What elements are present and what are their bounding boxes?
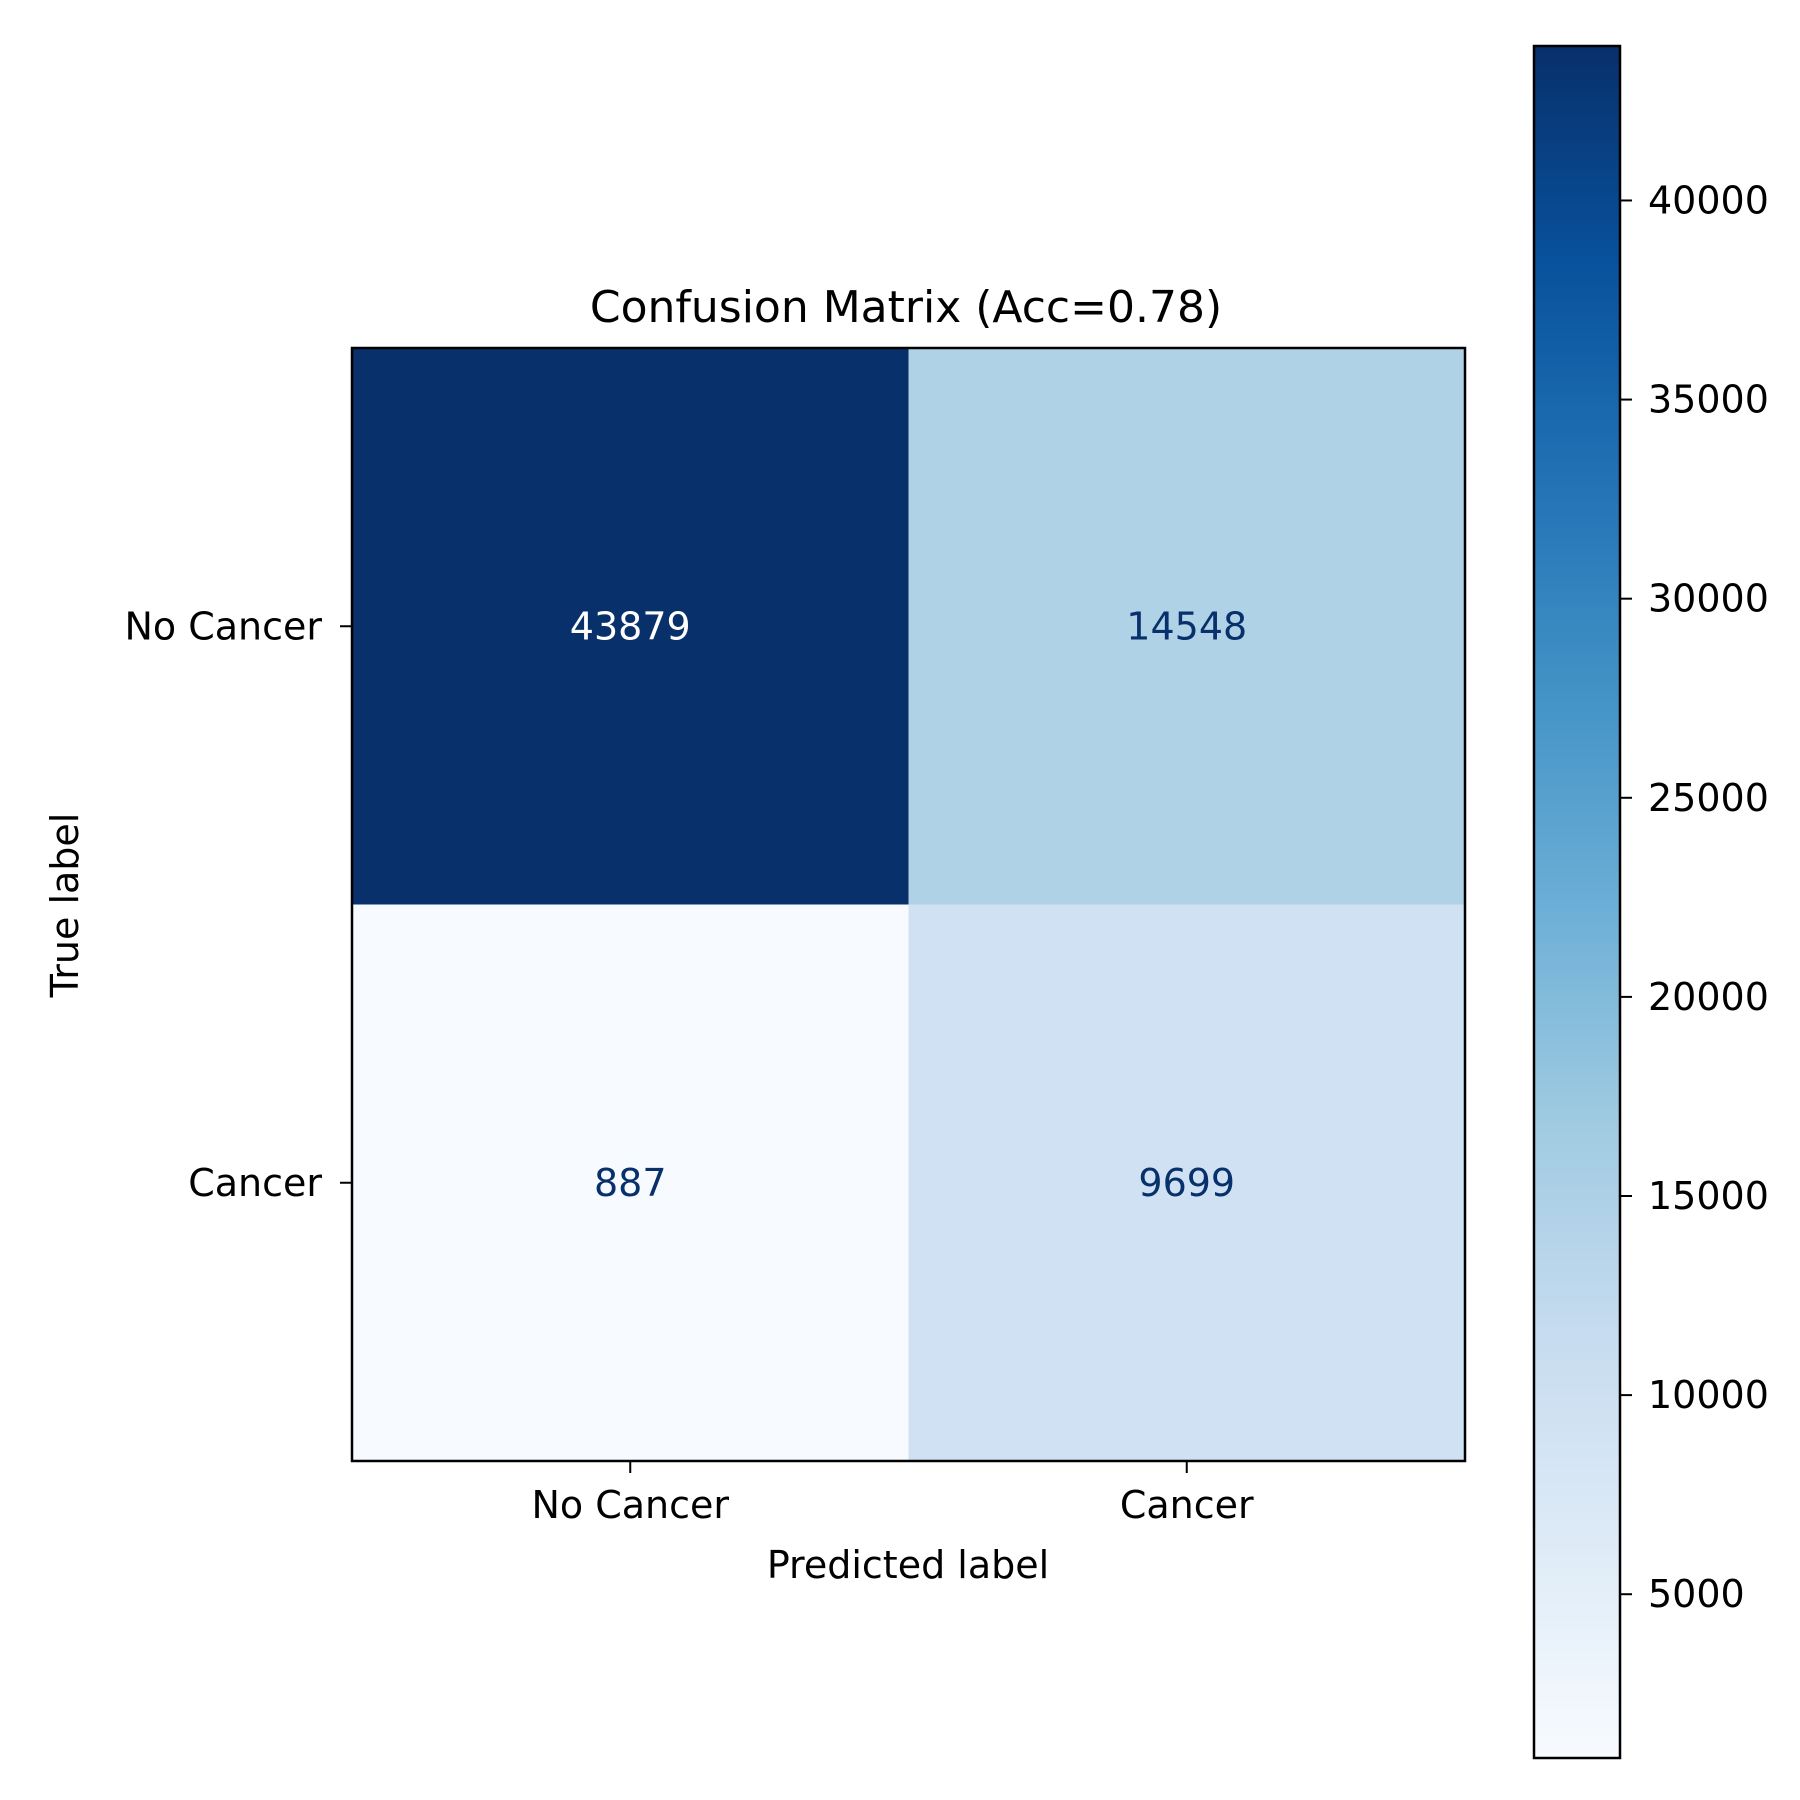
y-tick-label: Cancer [188,1161,322,1205]
colorbar-ticks: 5000 10000 15000 20000 25000 30000 35000 40000 [1620,178,1769,1616]
cell-value-r0-c0: 43879 [570,604,691,648]
matrix-frame [350,346,1467,1463]
colorbar-tick-label: 20000 [1648,975,1769,1019]
matrix-cell-r0-c1 [908,348,1466,905]
matrix-cell-r1-c1 [908,904,1466,1462]
colorbar-tick-label: 10000 [1648,1373,1769,1417]
colorbar [1532,44,1622,1760]
x-axis-ticks: No Cancer Cancer [531,1461,1254,1527]
colorbar-tick-label: 35000 [1648,378,1769,422]
matrix-cells [352,348,1466,1462]
colorbar-tick-label: 25000 [1648,776,1769,820]
matrix-cell-r1-c0 [352,904,909,1462]
y-tick-label: No Cancer [124,604,322,648]
colorbar-tick-label: 40000 [1648,178,1769,222]
x-axis-label: Predicted label [767,1543,1049,1587]
colorbar-tick-label: 5000 [1648,1572,1745,1616]
chart-title: Confusion Matrix (Acc=0.78) [590,282,1222,333]
cell-value-r1-c1: 9699 [1138,1161,1235,1205]
y-axis-ticks: No Cancer Cancer [124,604,352,1205]
cell-value-r1-c0: 887 [594,1161,667,1205]
y-axis-label: True label [43,813,87,999]
matrix-cell-r0-c0 [352,348,909,905]
colorbar-tick-label: 30000 [1648,577,1769,621]
cell-value-r0-c1: 14548 [1126,604,1247,648]
matrix-cell-labels: 43879 14548 887 9699 [570,604,1247,1205]
x-tick-label: Cancer [1120,1483,1254,1527]
colorbar-tick-label: 15000 [1648,1174,1769,1218]
x-tick-label: No Cancer [531,1483,729,1527]
